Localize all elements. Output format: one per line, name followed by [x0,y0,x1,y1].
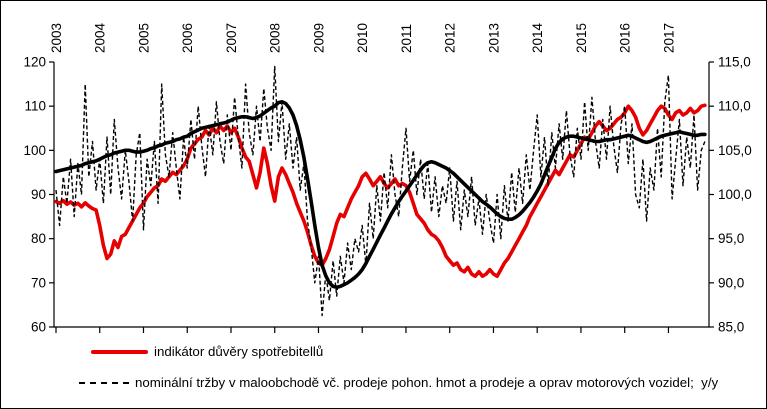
x-year-label: 2014 [530,22,545,53]
legend-label-consumer-confidence: indikátor důvěry spotřebitellů [154,344,324,359]
x-year-label: 2010 [355,23,370,53]
x-year-label: 2015 [574,23,589,53]
legend-red-line-swatch [91,350,148,354]
right-axis-tick-label: 85,0 [718,320,744,335]
left-axis-tick-label: 70 [31,275,46,290]
legend-entry-retail-sales: nominální tržby v maloobchodě vč. prodej… [79,376,718,390]
left-axis-tick-label: 80 [31,231,46,246]
series-line-0-confidence-red [54,103,707,279]
x-year-label: 2017 [661,23,676,53]
x-year-label: 2008 [268,23,283,53]
x-year-label: 2009 [311,23,326,53]
left-axis-tick-label: 110 [24,99,46,114]
legend-entry-consumer-confidence: indikátor důvěry spotřebitellů [91,345,323,359]
series-line-1-retail-dashed [55,65,706,317]
x-year-label: 2007 [224,23,239,53]
x-year-label: 2012 [443,23,458,53]
left-axis-tick-label: 60 [31,320,46,335]
legend-dashed-line-swatch [79,382,129,384]
left-axis-tick-label: 120 [23,55,46,70]
x-year-label: 2004 [93,22,108,53]
legend-label-retail-sales: nominální tržby v maloobchodě vč. prodej… [135,375,719,390]
axes-lines [53,62,710,328]
x-year-label: 2003 [49,23,64,53]
right-axis-tick-label: 110,0 [718,99,751,114]
left-axis-tick-label: 90 [31,187,46,202]
right-axis-tick-label: 105,0 [718,143,752,158]
left-axis-tick-label: 100 [23,143,46,158]
series-line-2-trend-black [54,100,707,290]
x-year-label: 2013 [486,23,501,53]
x-year-label: 2016 [618,23,633,53]
right-axis-tick-label: 90,0 [718,275,744,290]
x-year-label: 2011 [399,24,414,53]
x-year-label: 2005 [136,23,151,53]
right-axis-tick-label: 100,0 [718,187,752,202]
x-year-label: 2006 [180,23,195,53]
right-axis-tick-label: 115,0 [718,55,751,70]
right-axis-tick-label: 95,0 [718,231,744,246]
